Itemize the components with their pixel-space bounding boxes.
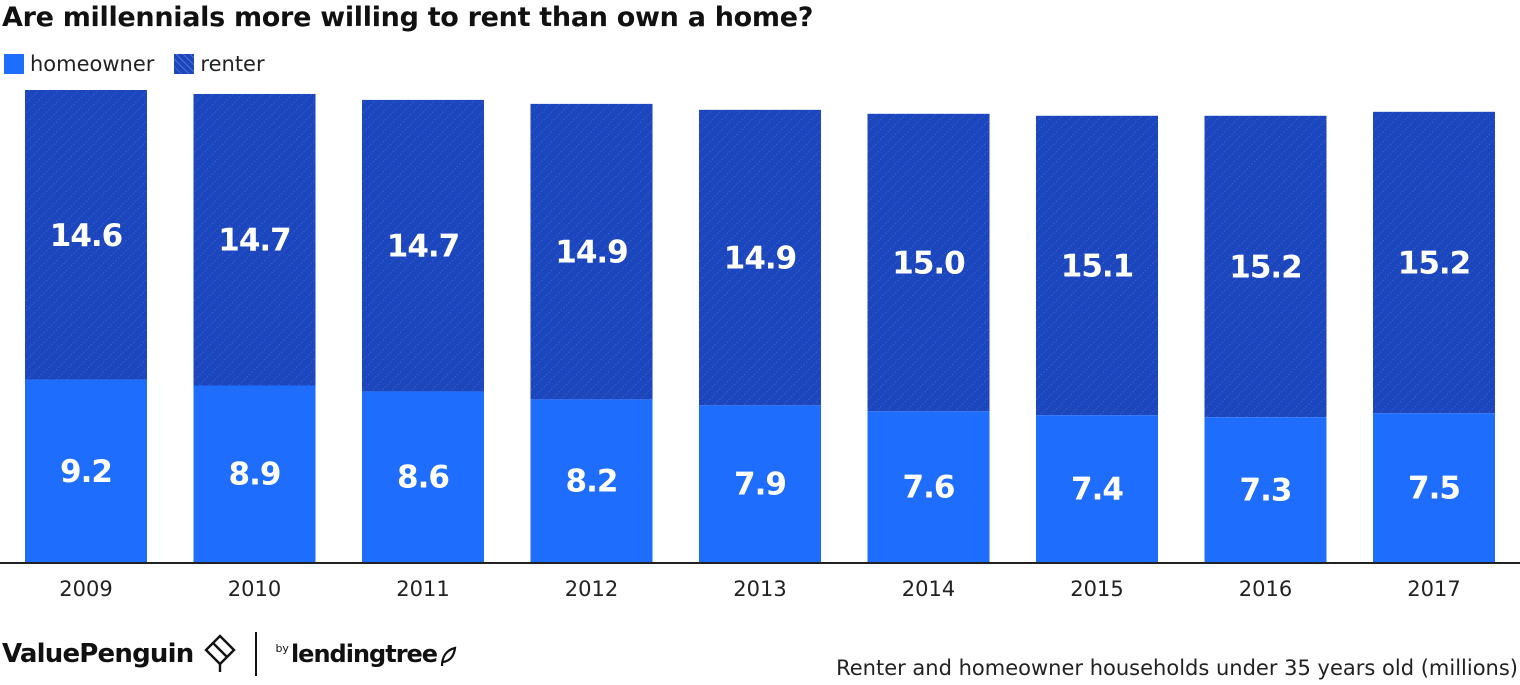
bar-homeowner-2010: [193, 385, 316, 562]
bar-homeowner-2016: [1204, 417, 1327, 562]
footer-logo: ValuePenguin by lendingtree: [2, 632, 457, 676]
data-label-homeowner-2016: 7.3: [1240, 473, 1292, 509]
bar-renter-2011: [362, 99, 484, 392]
legend-label-homeowner: homeowner: [30, 52, 155, 76]
x-tick-label-2010: 2010: [228, 577, 281, 601]
legend-item-renter: renter: [174, 52, 265, 76]
legend-label-renter: renter: [200, 52, 265, 76]
data-label-homeowner-2017: 7.5: [1408, 471, 1460, 507]
x-tick-label-2015: 2015: [1070, 577, 1123, 601]
chart-title: Are millennials more willing to rent tha…: [2, 2, 814, 33]
lendingtree-logo-text: lendingtree: [290, 640, 438, 668]
bars-group: 14.6 9.2 14.7 8.9 14.7 8.6 14.9 8.2 14.9 7.9 15.0 7…: [25, 90, 1495, 562]
x-tick-label-2013: 2013: [733, 577, 786, 601]
data-label-homeowner-2009: 9.2: [60, 454, 112, 490]
lendingtree-leaf-icon: [440, 646, 457, 667]
bar-renter-2015: [1036, 115, 1158, 416]
data-label-homeowner-2015: 7.4: [1071, 472, 1123, 508]
logo-divider: [255, 632, 258, 676]
x-tick-label-2011: 2011: [396, 577, 449, 601]
x-tick-label-2014: 2014: [902, 577, 955, 601]
data-label-renter-2011: 14.7: [387, 229, 460, 265]
bar-renter-2009: [25, 90, 147, 380]
x-tick-label-2017: 2017: [1407, 577, 1460, 601]
data-label-renter-2009: 14.6: [50, 218, 123, 254]
data-label-renter-2013: 14.9: [724, 241, 797, 277]
legend-swatch-homeowner: [4, 54, 24, 74]
data-label-homeowner-2013: 7.9: [734, 467, 786, 503]
data-label-renter-2017: 15.2: [1398, 246, 1471, 282]
bar-homeowner-2011: [362, 391, 484, 562]
x-tick-label-2009: 2009: [59, 577, 112, 601]
lendingtree-by-text: by: [275, 642, 289, 655]
bar-homeowner-2017: [1373, 413, 1495, 562]
bar-renter-2012: [530, 103, 653, 400]
data-label-renter-2015: 15.1: [1061, 249, 1134, 285]
data-label-homeowner-2012: 8.2: [566, 464, 618, 500]
data-label-homeowner-2010: 8.9: [229, 457, 281, 493]
valuepenguin-logo-text: ValuePenguin: [2, 639, 194, 669]
bar-renter-2016: [1204, 115, 1327, 418]
legend-item-homeowner: homeowner: [4, 52, 154, 76]
valuepenguin-mark-icon: [204, 634, 237, 672]
data-label-renter-2016: 15.2: [1229, 250, 1302, 286]
legend-swatch-renter: [174, 54, 195, 74]
data-label-renter-2012: 14.9: [555, 235, 628, 271]
bar-renter-2013: [699, 109, 821, 406]
data-label-homeowner-2014: 7.6: [903, 470, 955, 506]
stacked-bar-chart: 14.6 9.2 14.7 8.9 14.7 8.6 14.9 8.2 14.9 7.9 15.0 7…: [0, 90, 1520, 601]
data-label-renter-2014: 15.0: [892, 246, 965, 282]
chart-note: Renter and homeowner households under 35…: [836, 656, 1518, 680]
legend: homeowner renter: [4, 52, 265, 76]
data-label-renter-2010: 14.7: [218, 223, 291, 259]
bar-homeowner-2012: [530, 399, 653, 562]
bar-homeowner-2009: [25, 379, 147, 562]
data-label-homeowner-2011: 8.6: [397, 460, 449, 496]
bar-homeowner-2015: [1036, 415, 1158, 562]
bar-renter-2010: [193, 93, 316, 386]
bar-homeowner-2013: [699, 405, 821, 562]
x-tick-label-2016: 2016: [1239, 577, 1292, 601]
lendingtree-logo: by lendingtree: [275, 640, 457, 668]
bar-renter-2014: [867, 113, 990, 412]
bar-renter-2017: [1373, 111, 1495, 414]
x-axis-ticks: 2009 2010 2011 2012 2013 2014 2015 2016 2017: [59, 577, 1460, 601]
x-tick-label-2012: 2012: [565, 577, 618, 601]
bar-homeowner-2014: [867, 411, 990, 562]
